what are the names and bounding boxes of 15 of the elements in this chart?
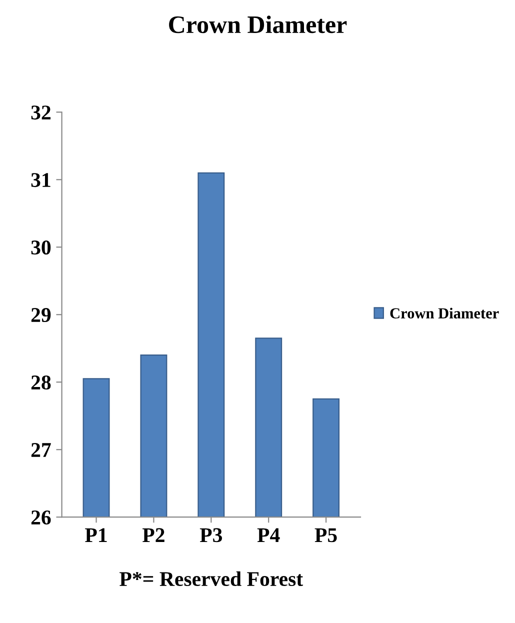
x-tick-label: P3 xyxy=(200,528,222,542)
x-axis-title: P*= Reserved Forest xyxy=(120,571,303,586)
y-tick-label: 32 xyxy=(31,106,50,120)
x-tick-label: P4 xyxy=(257,528,280,542)
y-tick-label: 29 xyxy=(31,308,51,322)
y-tick-label: 30 xyxy=(31,240,51,255)
y-tick-label: 26 xyxy=(31,510,51,525)
y-tick-label: 27 xyxy=(31,443,51,457)
x-tick-label: P1 xyxy=(85,528,107,542)
y-tick-label: 28 xyxy=(31,375,51,390)
x-tick-label: P2 xyxy=(142,528,164,542)
chart-title: Crown Diameter xyxy=(169,16,347,34)
legend-label: Crown Diameter xyxy=(390,308,499,318)
y-tick-label: 31 xyxy=(31,173,50,188)
x-tick-label: P5 xyxy=(314,528,337,542)
